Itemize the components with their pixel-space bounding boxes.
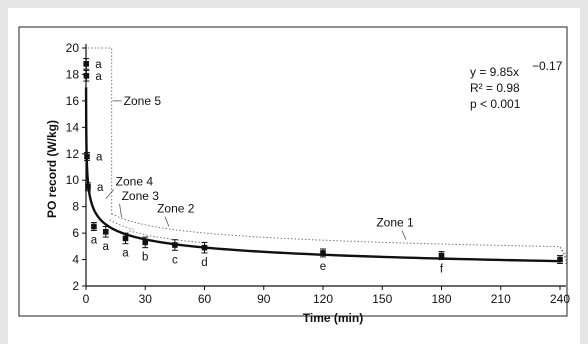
data-point: b: [142, 236, 149, 264]
data-point: e: [320, 248, 326, 273]
x-tick-label: 90: [257, 292, 271, 306]
x-tick-label: 30: [139, 292, 153, 306]
data-point: a: [83, 151, 103, 163]
y-tick-label: 14: [66, 120, 80, 134]
point-marker: [84, 153, 90, 160]
zone5-boundary: [87, 47, 113, 216]
significance-label: a: [122, 248, 129, 260]
significance-label: a: [96, 151, 103, 163]
fit-p-value: p < 0.001: [470, 97, 521, 111]
y-tick-label: 2: [72, 279, 79, 293]
point-marker: [438, 252, 445, 259]
x-tick-label: 120: [313, 292, 333, 306]
significance-label: c: [172, 254, 178, 266]
zone4-leader: [105, 189, 114, 199]
y-tick-label: 18: [66, 67, 80, 81]
zone1-boundary: [111, 213, 567, 261]
point-marker: [142, 239, 149, 246]
x-tick-label: 0: [83, 292, 90, 306]
point-marker: [557, 256, 563, 263]
data-point: [557, 255, 563, 265]
data-point: a: [102, 226, 110, 253]
point-marker: [91, 223, 97, 230]
data-point: d: [201, 241, 208, 269]
x-tick-label: 150: [372, 292, 392, 306]
significance-label: a: [95, 71, 102, 83]
y-tick-label: 6: [72, 226, 79, 240]
point-marker: [102, 228, 109, 235]
y-tick-label: 4: [72, 253, 79, 267]
data-point: a: [84, 182, 104, 194]
x-tick-label: 240: [550, 292, 570, 306]
point-marker: [201, 244, 208, 251]
y-tick-label: 12: [66, 147, 80, 161]
significance-label: a: [95, 59, 102, 71]
y-tick-label: 8: [72, 200, 79, 214]
y-tick-label: 20: [66, 41, 80, 55]
zone-label-4: Zone 4: [116, 175, 154, 189]
point-marker: [122, 235, 129, 242]
significance-label: d: [201, 257, 207, 269]
fit-curve: [84, 87, 561, 263]
zone1-leader: [401, 230, 407, 240]
zone3-leader: [119, 203, 122, 218]
zone-label-3: Zone 3: [122, 189, 160, 203]
zone4-boundary: [109, 219, 134, 230]
data-point: c: [171, 239, 178, 266]
chart-frame: [18, 26, 568, 317]
x-tick-label: 60: [198, 292, 212, 306]
significance-label: a: [103, 241, 110, 253]
data-point: f: [438, 251, 445, 276]
zone2-leader: [164, 216, 170, 227]
x-tick-label: 180: [431, 292, 451, 306]
y-tick-label: 10: [66, 173, 80, 187]
significance-label: a: [91, 234, 98, 246]
point-marker: [172, 242, 178, 248]
zone-label-1: Zone 1: [376, 216, 414, 230]
significance-label: b: [142, 252, 148, 264]
y-axis-title: PO record (W/kg): [45, 120, 59, 218]
zone-label-2: Zone 2: [157, 202, 195, 216]
significance-label: f: [440, 264, 444, 276]
fit-equation: y = 9.85x: [470, 65, 519, 79]
x-axis-title: Time (min): [303, 311, 363, 325]
significance-label: e: [320, 261, 326, 273]
zone-label-5: Zone 5: [124, 94, 162, 108]
fit-exponent: −0.17: [532, 59, 563, 73]
x-tick-label: 210: [491, 292, 511, 306]
fit-r-squared: R² = 0.98: [470, 81, 520, 95]
point-marker: [85, 184, 91, 190]
significance-label: a: [97, 182, 104, 194]
y-tick-label: 16: [66, 94, 80, 108]
data-point: a: [122, 232, 129, 260]
zone3-boundary: [129, 230, 205, 244]
point-marker: [320, 250, 326, 256]
data-point: a: [91, 222, 98, 246]
